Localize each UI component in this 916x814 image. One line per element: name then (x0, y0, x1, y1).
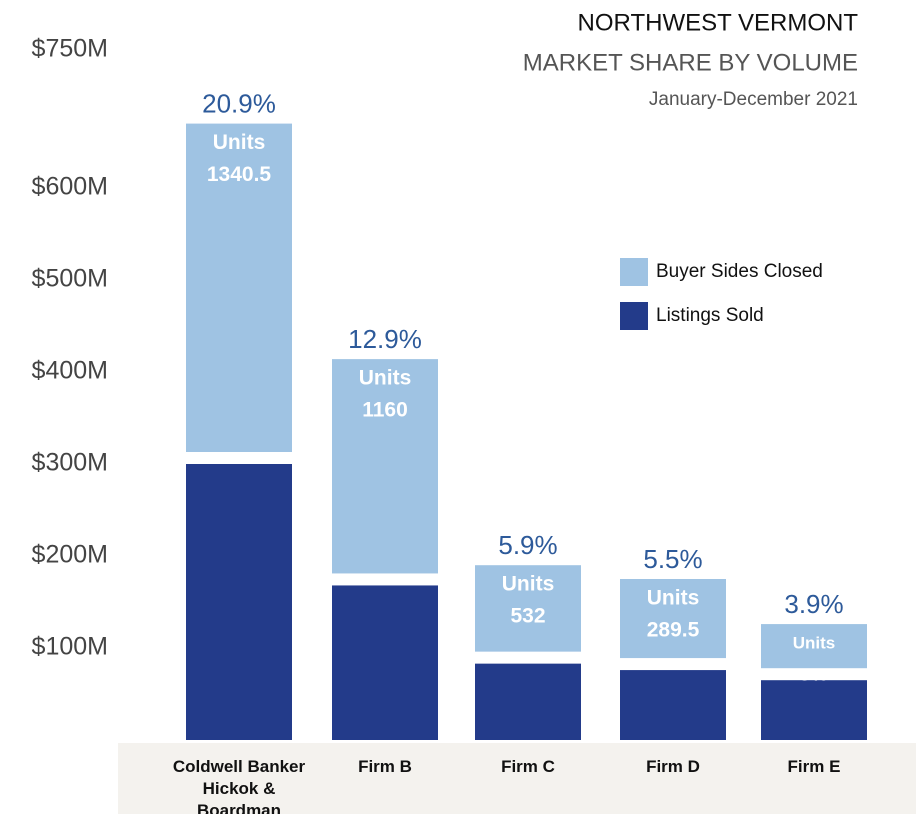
units-value: 1160 (362, 399, 408, 422)
share-label: 5.5% (643, 544, 702, 574)
units-value: 1340.5 (207, 163, 272, 186)
bar-segment (186, 123, 292, 452)
units-value: 340 (800, 666, 828, 685)
legend-label: Listings Sold (656, 305, 764, 326)
units-value: 289.5 (647, 619, 700, 642)
units-label: Units (213, 131, 266, 154)
bar-segment (761, 624, 867, 669)
legend-swatch (620, 302, 648, 330)
bar-segment (761, 680, 867, 740)
y-tick-label: $500M (32, 265, 108, 293)
bar-segment (620, 579, 726, 659)
x-tick-label: Firm E (787, 757, 841, 776)
chart-subtitle: MARKET SHARE BY VOLUME (523, 49, 858, 76)
legend-label: Buyer Sides Closed (656, 261, 823, 282)
units-label: Units (793, 634, 836, 653)
bar-segment (475, 663, 581, 740)
y-tick-label: $200M (32, 541, 108, 569)
y-tick-label: $600M (32, 173, 108, 201)
bar-segment (332, 359, 438, 574)
y-tick-label: $300M (32, 449, 108, 477)
units-label: Units (359, 367, 412, 390)
legend-swatch (620, 258, 648, 286)
chart-title: NORTHWEST VERMONT (578, 9, 859, 36)
units-label: Units (502, 573, 555, 596)
category-band (118, 743, 916, 814)
x-tick-label: Coldwell Banker Hickok & Boardman (172, 757, 306, 814)
bar-segment (620, 670, 726, 740)
share-label: 5.9% (498, 530, 557, 560)
y-tick-label: $400M (32, 357, 108, 385)
bar-segment (186, 464, 292, 740)
x-tick-label: Firm B (358, 757, 412, 776)
bar-segment (332, 585, 438, 740)
share-label: 12.9% (348, 324, 422, 354)
bar-segment (475, 565, 581, 652)
y-tick-label: $100M (32, 633, 108, 661)
period: January-December 2021 (649, 89, 858, 110)
units-label: Units (647, 587, 700, 610)
x-tick-label: Firm D (646, 757, 700, 776)
x-tick-label: Firm C (501, 757, 555, 776)
share-label: 20.9% (202, 88, 276, 118)
share-label: 3.9% (784, 589, 843, 619)
y-tick-label: $750M (32, 35, 108, 63)
units-value: 532 (510, 605, 545, 628)
